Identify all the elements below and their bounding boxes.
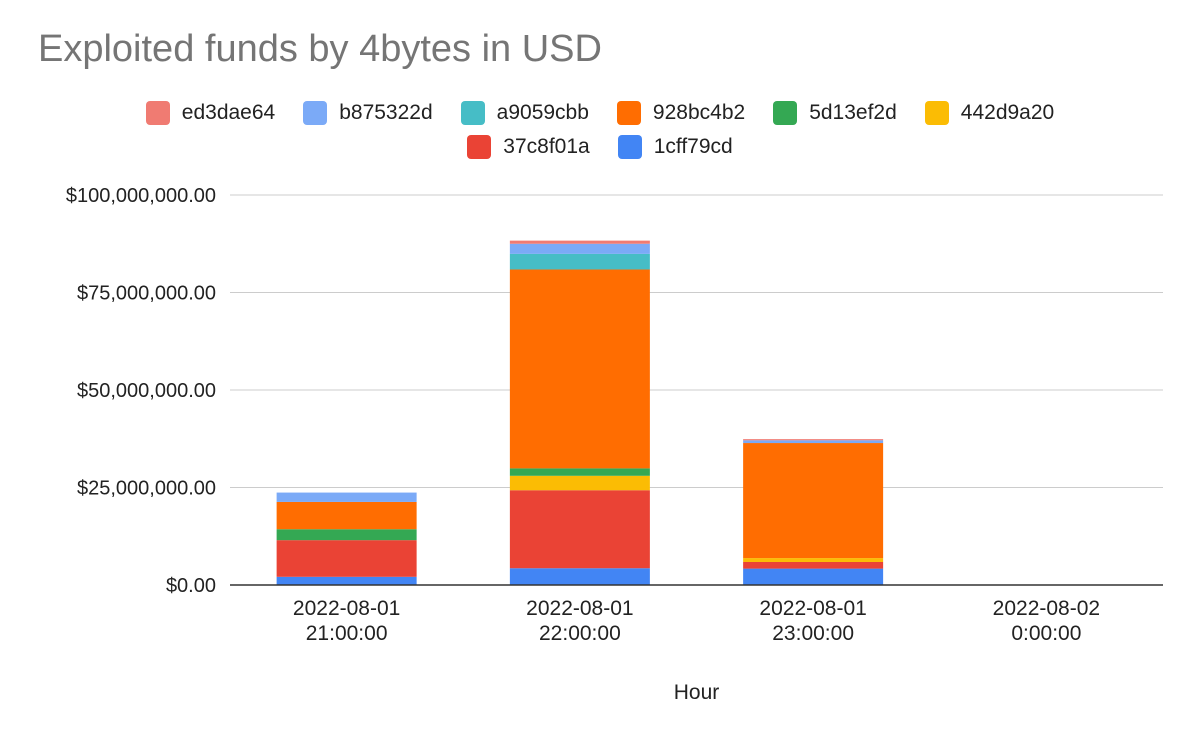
legend-item-ed3dae64[interactable]: ed3dae64 <box>145 101 276 125</box>
bar-segment-ed3dae64 <box>743 439 884 441</box>
y-tick-label: $0.00 <box>166 575 216 597</box>
legend-item-928bc4b2[interactable]: 928bc4b2 <box>616 101 746 125</box>
bar-segment-442d9a20 <box>509 475 650 491</box>
y-tick-label: $100,000,000.00 <box>66 185 216 207</box>
gridlines <box>230 194 1163 488</box>
legend-swatch <box>467 135 492 159</box>
legend-label: 1cff79cd <box>653 135 733 158</box>
bar-segment-442d9a20 <box>743 558 884 562</box>
legend-row-1: ed3dae64 b875322d a9059cbb 928bc4b2 5d13ef2d… <box>0 96 1200 130</box>
y-tick-label: $50,000,000.00 <box>77 380 216 402</box>
legend-swatch <box>773 101 798 125</box>
bar-segment-928bc4b2 <box>743 443 884 559</box>
bar-segment-1cff79cd <box>276 576 417 585</box>
bar-stacks <box>276 240 884 585</box>
legend-item-37c8f01a[interactable]: 37c8f01a <box>467 135 590 159</box>
legend-label: b875322d <box>339 101 433 124</box>
x-tick-label-time: 23:00:00 <box>772 622 854 645</box>
bar-segment-5d13ef2d <box>276 529 417 541</box>
legend-label: a9059cbb <box>496 101 589 124</box>
y-axis-tick-labels: $0.00 $25,000,000.00 $50,000,000.00 $75,000… <box>66 185 216 597</box>
legend-item-1cff79cd[interactable]: 1cff79cd <box>617 135 733 159</box>
legend-swatch <box>145 101 170 125</box>
legend: ed3dae64 b875322d a9059cbb 928bc4b2 5d13ef2d… <box>0 96 1200 164</box>
x-tick-label-date: 2022-08-01 <box>759 597 866 620</box>
bar-segment-928bc4b2 <box>276 501 417 530</box>
legend-item-442d9a20[interactable]: 442d9a20 <box>924 101 1055 125</box>
bar-segment-1cff79cd <box>509 568 650 585</box>
chart-title: Exploited funds by 4bytes in USD <box>38 28 602 70</box>
x-axis-label: Hour <box>674 681 720 704</box>
bar-segment-b875322d <box>509 243 650 254</box>
x-tick-label: 2022-08-01 21:00:00 <box>293 597 400 645</box>
legend-swatch <box>617 135 642 159</box>
x-tick-label-time: 0:00:00 <box>1011 622 1081 645</box>
legend-label: ed3dae64 <box>181 101 276 124</box>
x-tick-label: 2022-08-02 0:00:00 <box>993 597 1100 645</box>
x-tick-label-time: 22:00:00 <box>539 622 621 645</box>
bar-segment-ed3dae64 <box>509 240 650 244</box>
legend-swatch <box>924 101 949 125</box>
legend-label: 37c8f01a <box>503 135 590 158</box>
bar-segment-1cff79cd <box>743 568 884 585</box>
bar-segment-5d13ef2d <box>509 468 650 476</box>
legend-row-2: 37c8f01a 1cff79cd <box>0 130 1200 164</box>
legend-item-a9059cbb[interactable]: a9059cbb <box>460 101 589 125</box>
x-tick-label: 2022-08-01 22:00:00 <box>526 597 633 645</box>
bar-segment-b875322d <box>276 492 417 502</box>
x-tick-label-date: 2022-08-01 <box>526 597 633 620</box>
legend-swatch <box>616 101 641 125</box>
legend-item-5d13ef2d[interactable]: 5d13ef2d <box>773 101 897 125</box>
legend-label: 442d9a20 <box>960 101 1055 124</box>
bar-segment-928bc4b2 <box>509 269 650 469</box>
legend-label: 5d13ef2d <box>809 101 897 124</box>
bar-segment-37c8f01a <box>509 490 650 569</box>
x-tick-label-date: 2022-08-02 <box>993 597 1100 620</box>
bar-segment-37c8f01a <box>276 540 417 577</box>
bar-segment-a9059cbb <box>509 253 650 270</box>
bar-segment-b875322d <box>743 440 884 444</box>
legend-item-b875322d[interactable]: b875322d <box>303 101 433 125</box>
x-tick-label: 2022-08-01 23:00:00 <box>759 597 866 645</box>
y-tick-label: $75,000,000.00 <box>77 283 216 305</box>
legend-swatch <box>460 101 485 125</box>
legend-label: 928bc4b2 <box>652 101 746 124</box>
x-tick-label-date: 2022-08-01 <box>293 597 400 620</box>
y-tick-label: $25,000,000.00 <box>77 478 216 500</box>
x-tick-label-time: 21:00:00 <box>306 622 388 645</box>
bar-segment-37c8f01a <box>743 561 884 569</box>
legend-swatch <box>303 101 328 125</box>
